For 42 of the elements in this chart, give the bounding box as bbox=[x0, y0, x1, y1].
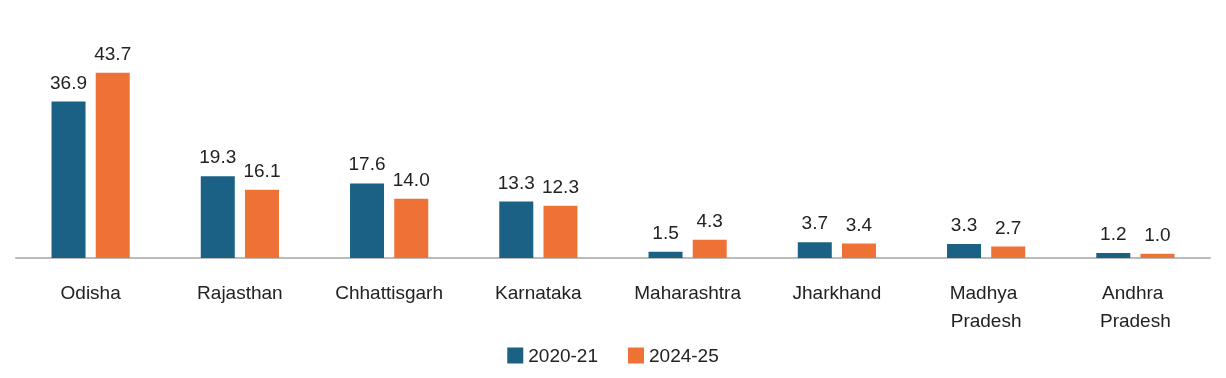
data-label: 4.3 bbox=[696, 209, 723, 231]
data-label: 1.5 bbox=[652, 221, 679, 243]
bar bbox=[350, 183, 385, 258]
data-label: 17.6 bbox=[348, 153, 386, 175]
legend-label: 2020-21 bbox=[528, 345, 599, 366]
x-tick-label: Chhattisgarh bbox=[335, 281, 443, 303]
data-label: 2.7 bbox=[995, 216, 1022, 238]
legend-label: 2024-25 bbox=[649, 345, 719, 366]
bar bbox=[947, 244, 982, 258]
data-label: 12.3 bbox=[541, 175, 579, 197]
data-label: 1.0 bbox=[1144, 223, 1171, 245]
x-tick-label: Rajasthan bbox=[197, 281, 283, 303]
bar bbox=[394, 198, 429, 258]
bar bbox=[841, 243, 876, 258]
bar bbox=[244, 189, 279, 258]
data-label: 36.9 bbox=[50, 71, 88, 93]
bar bbox=[692, 239, 727, 258]
data-label: 43.7 bbox=[94, 42, 132, 64]
bar bbox=[95, 72, 130, 258]
bar bbox=[51, 101, 86, 258]
x-tick-label: Maharashtra bbox=[634, 281, 742, 303]
bar bbox=[648, 251, 683, 258]
bar bbox=[543, 205, 578, 258]
data-label: 3.3 bbox=[950, 214, 978, 236]
x-tick-label: Jharkhand bbox=[792, 281, 882, 303]
bar bbox=[200, 176, 235, 258]
data-label: 3.7 bbox=[801, 212, 828, 234]
x-tick-label: Odisha bbox=[60, 281, 122, 303]
x-tick-label: Andhra Pradesh bbox=[1099, 281, 1171, 331]
bar bbox=[991, 246, 1026, 258]
bar bbox=[1096, 252, 1131, 258]
data-label: 16.1 bbox=[243, 159, 281, 181]
data-label: 13.3 bbox=[497, 171, 535, 193]
data-label: 14.0 bbox=[392, 168, 430, 190]
data-label: 1.2 bbox=[1100, 222, 1127, 244]
bar bbox=[797, 242, 832, 258]
bar bbox=[1140, 253, 1175, 258]
bar bbox=[499, 201, 534, 258]
x-tick-label: Karnataka bbox=[495, 281, 583, 303]
x-tick-label: Madhya Pradesh bbox=[949, 281, 1023, 331]
data-label: 3.4 bbox=[845, 213, 873, 235]
data-label: 19.3 bbox=[199, 146, 237, 168]
